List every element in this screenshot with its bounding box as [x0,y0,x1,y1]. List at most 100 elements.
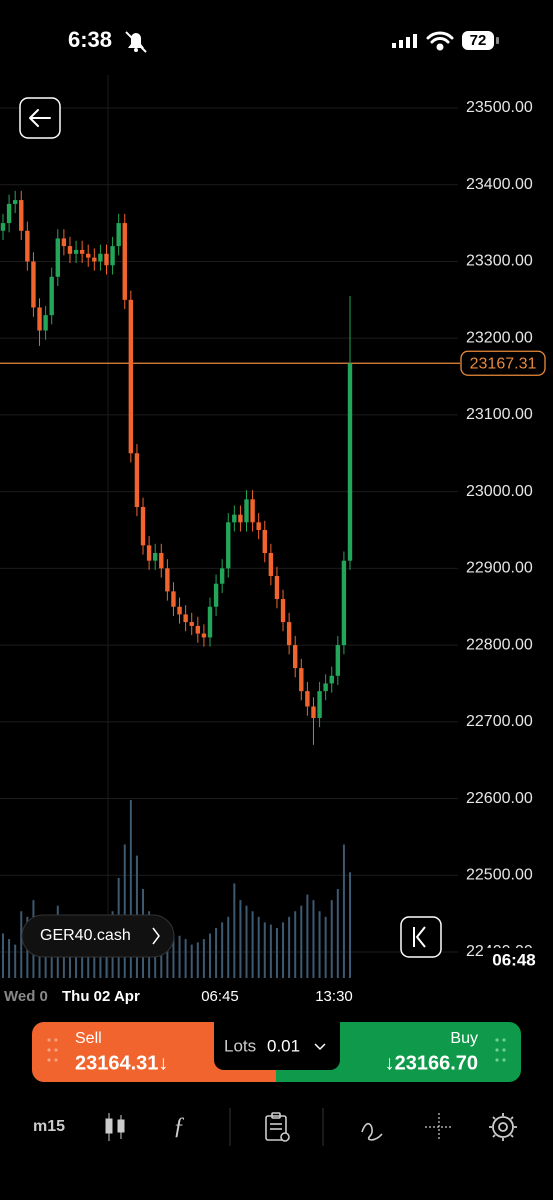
candle-body [201,633,207,638]
volume-bar [8,939,11,978]
scroll-to-end-button[interactable] [400,916,442,958]
candle-body [305,691,310,707]
toolbar: m15 ƒ [33,1108,517,1146]
crosshair-button[interactable] [425,1113,453,1141]
volume-bar [202,939,205,978]
y-tick-label: 23500.00 [466,99,533,116]
candle-body [232,514,237,523]
lots-label: Lots [224,1036,256,1055]
candle-body [110,246,115,266]
volume-bar [300,905,303,978]
x-tick-label: Wed 0 [4,988,48,1005]
candle-body [146,545,152,561]
y-tick-label: 23200.00 [466,329,533,346]
volume-bar [294,911,297,978]
candle-body [37,307,42,331]
candle-body [256,522,261,530]
volume-bar [2,933,4,978]
volume-bar [336,889,339,978]
y-tick-label: 23100.00 [466,406,533,423]
candle-body [67,246,73,254]
candle-body [311,706,316,718]
price-label: 23167.31 [470,355,537,372]
volume-bar [330,900,333,978]
candle-body [335,645,341,676]
candle-body [317,691,322,718]
x-tick-label: Thu 02 Apr [62,988,140,1005]
candle-body [116,223,121,247]
y-tick-label: 23300.00 [466,253,533,270]
candle-body [86,253,91,258]
candle-body [55,238,60,277]
volume-bar [257,916,260,978]
signal-icon [392,34,417,48]
candle-body [299,668,304,692]
y-tick-label: 22800.00 [466,636,533,653]
candle-body [329,675,334,684]
volume-bar [196,942,199,978]
candle-body [31,261,36,308]
candle-body [159,553,164,569]
candle-body [165,568,170,592]
candle-type-button[interactable] [105,1113,125,1141]
sell-label: Sell [75,1030,102,1047]
volume-bar [166,927,169,978]
lots-selector[interactable] [214,1022,340,1070]
candle-body [104,253,109,266]
volume-bar [172,933,175,978]
candle-body [323,683,328,692]
battery-level: 72 [470,32,487,49]
y-tick-label: 22900.00 [466,560,533,577]
volume-bar [306,894,309,978]
candle-body [347,363,353,561]
candle-body [177,606,182,615]
candle-body [73,249,79,254]
volume-bar [312,900,315,978]
candle-body [134,453,140,507]
candle-body [250,499,255,523]
volume-bar [324,916,327,978]
volume-bar [263,922,266,978]
candle-body [92,257,97,262]
volume-bar [227,916,230,978]
candle-body [61,238,67,247]
back-button[interactable] [19,97,61,139]
candle-body [0,223,6,231]
volume-bar [75,946,78,978]
candle-body [262,530,267,554]
candle-body [286,622,292,646]
candle-body [274,576,280,600]
candle-body [6,203,12,224]
volume-bar [87,944,90,978]
volume-bar [184,939,187,978]
volume-bar [318,911,321,978]
x-tick-label: 06:45 [201,988,239,1005]
volume-bar [275,927,278,978]
volume-bar [68,944,71,978]
volume-bar [62,939,65,978]
candle-body [43,315,48,331]
indicators-button[interactable]: ƒ [173,1114,185,1140]
candle-body [122,223,127,300]
volume-bar [123,844,126,978]
candle-body [244,499,249,523]
battery [462,31,494,50]
candle-body [280,599,286,623]
volume-bar [81,942,84,978]
wifi-icon [426,31,454,51]
settings-button[interactable] [489,1113,517,1141]
orders-button[interactable] [265,1112,290,1142]
candle-body [207,606,213,638]
candle-body [238,514,243,523]
candle-body [219,568,225,584]
candle-body [25,230,30,262]
timeframe-button[interactable]: m15 [33,1118,65,1135]
buy-price: ↓23166.70 [385,1052,478,1074]
candle-body [49,276,54,316]
buy-label: Buy [450,1030,478,1047]
volume-bar [233,883,236,978]
symbol-selector[interactable]: GER40.cash [21,914,175,958]
drawing-button[interactable] [361,1122,383,1141]
candle-body [195,625,201,634]
